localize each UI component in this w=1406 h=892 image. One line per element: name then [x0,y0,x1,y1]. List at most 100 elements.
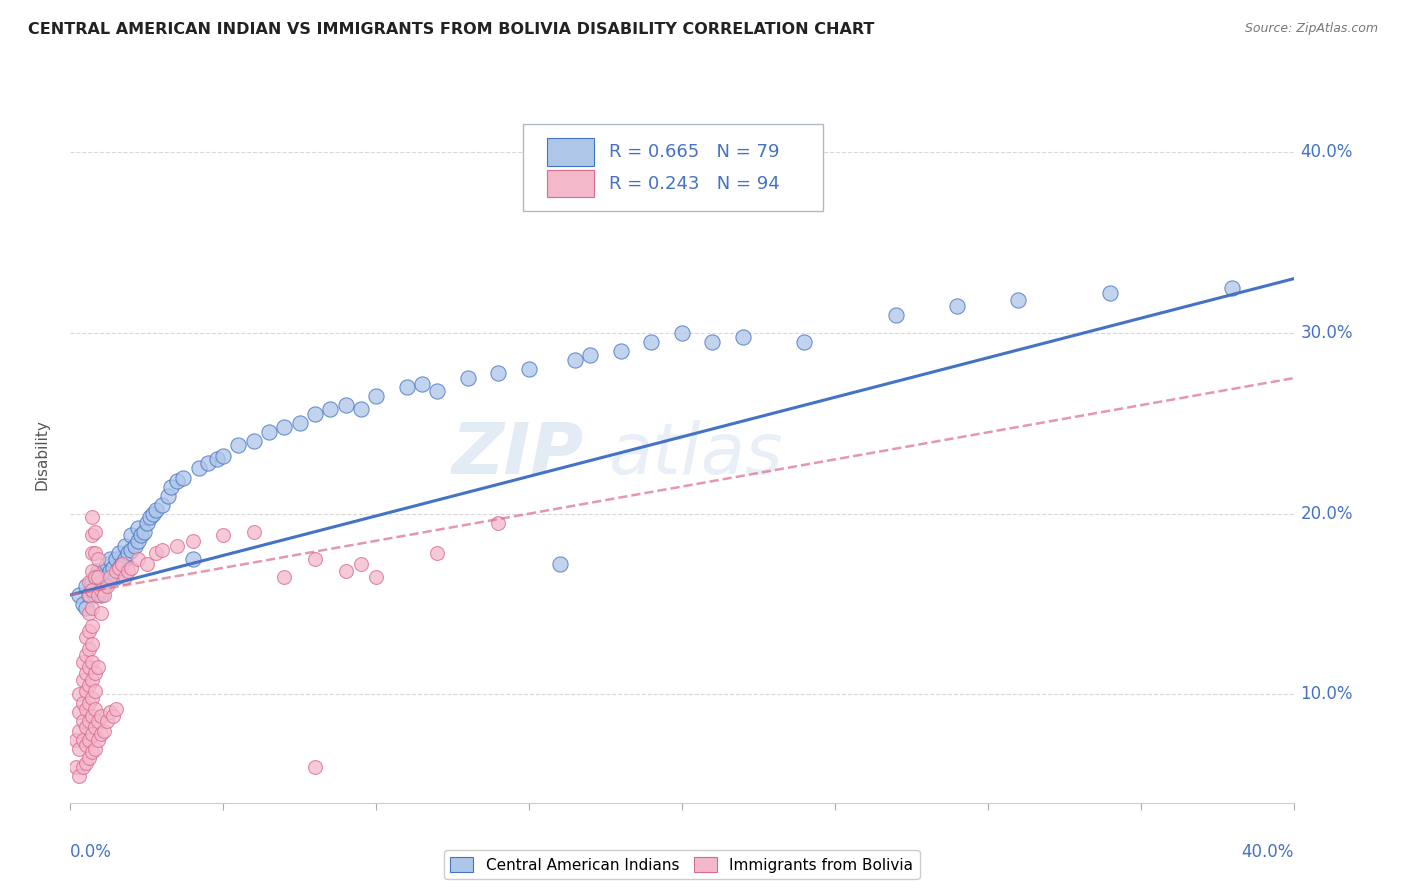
Point [319,401,342,416]
Point [77,697,100,711]
Y-axis label: Disability: Disability [35,419,49,491]
Point [101,561,124,575]
Point [80,618,103,632]
Point [83,683,105,698]
Point [124,539,146,553]
Point [72,697,94,711]
Point [98,706,121,720]
Point [77,750,100,764]
Point [273,420,295,434]
Point [77,714,100,729]
Point [87,551,110,566]
Point [77,678,100,692]
Point [83,702,105,716]
Point [83,524,105,539]
Point [80,528,103,542]
Point [75,738,97,752]
Point [101,709,124,723]
Point [733,329,755,343]
Point [77,575,100,590]
Point [72,759,94,773]
Point [77,588,100,602]
Point [426,384,449,398]
Point [80,565,103,579]
Point [90,727,112,741]
Point [77,642,100,657]
Point [69,588,91,602]
Point [77,624,100,639]
Point [90,588,112,602]
Point [671,326,693,340]
Point [127,521,149,535]
Point [304,407,326,421]
Point [946,299,969,313]
Point [96,714,118,729]
Point [142,507,165,521]
Point [350,401,373,416]
Point [135,516,157,530]
Point [135,558,157,572]
Point [77,588,100,602]
Point [80,600,103,615]
Point [127,551,149,566]
Point [145,503,167,517]
Point [69,706,91,720]
Point [72,673,94,687]
Point [366,570,388,584]
Point [166,474,188,488]
Point [87,660,110,674]
Point [411,376,433,391]
Point [65,732,87,747]
Point [111,558,134,572]
Text: 10.0%: 10.0% [1301,685,1353,704]
Point [80,673,103,687]
Point [80,546,103,560]
Point [80,727,103,741]
Point [83,720,105,734]
Point [90,709,112,723]
Point [98,570,121,584]
Point [69,769,91,783]
Point [80,582,103,597]
Point [395,380,418,394]
Point [1099,286,1122,301]
Point [75,720,97,734]
Point [69,687,91,701]
Point [121,542,143,557]
Point [205,452,228,467]
Point [105,702,128,716]
Point [114,570,136,584]
Point [257,425,280,440]
Point [114,539,136,553]
Point [350,558,373,572]
Text: atlas: atlas [609,420,783,490]
Text: 20.0%: 20.0% [1301,505,1353,523]
Point [579,348,602,362]
Point [150,498,173,512]
Text: ZIP: ZIP [451,420,583,490]
Text: 40.0%: 40.0% [1241,843,1294,861]
Point [75,579,97,593]
Point [77,660,100,674]
Text: R = 0.243   N = 94: R = 0.243 N = 94 [609,175,779,193]
Point [114,551,136,566]
Point [69,723,91,738]
Point [98,565,121,579]
Point [243,524,266,539]
Point [93,565,115,579]
Point [139,510,162,524]
Bar [547,169,593,197]
Point [80,745,103,759]
Point [1007,293,1029,308]
Point [108,546,131,560]
Point [83,588,105,602]
Point [80,582,103,597]
Point [304,551,326,566]
Text: CENTRAL AMERICAN INDIAN VS IMMIGRANTS FROM BOLIVIA DISABILITY CORRELATION CHART: CENTRAL AMERICAN INDIAN VS IMMIGRANTS FR… [28,22,875,37]
Point [212,528,235,542]
Point [75,600,97,615]
Point [87,565,110,579]
Point [145,546,167,560]
Point [117,546,139,560]
Point [166,539,188,553]
